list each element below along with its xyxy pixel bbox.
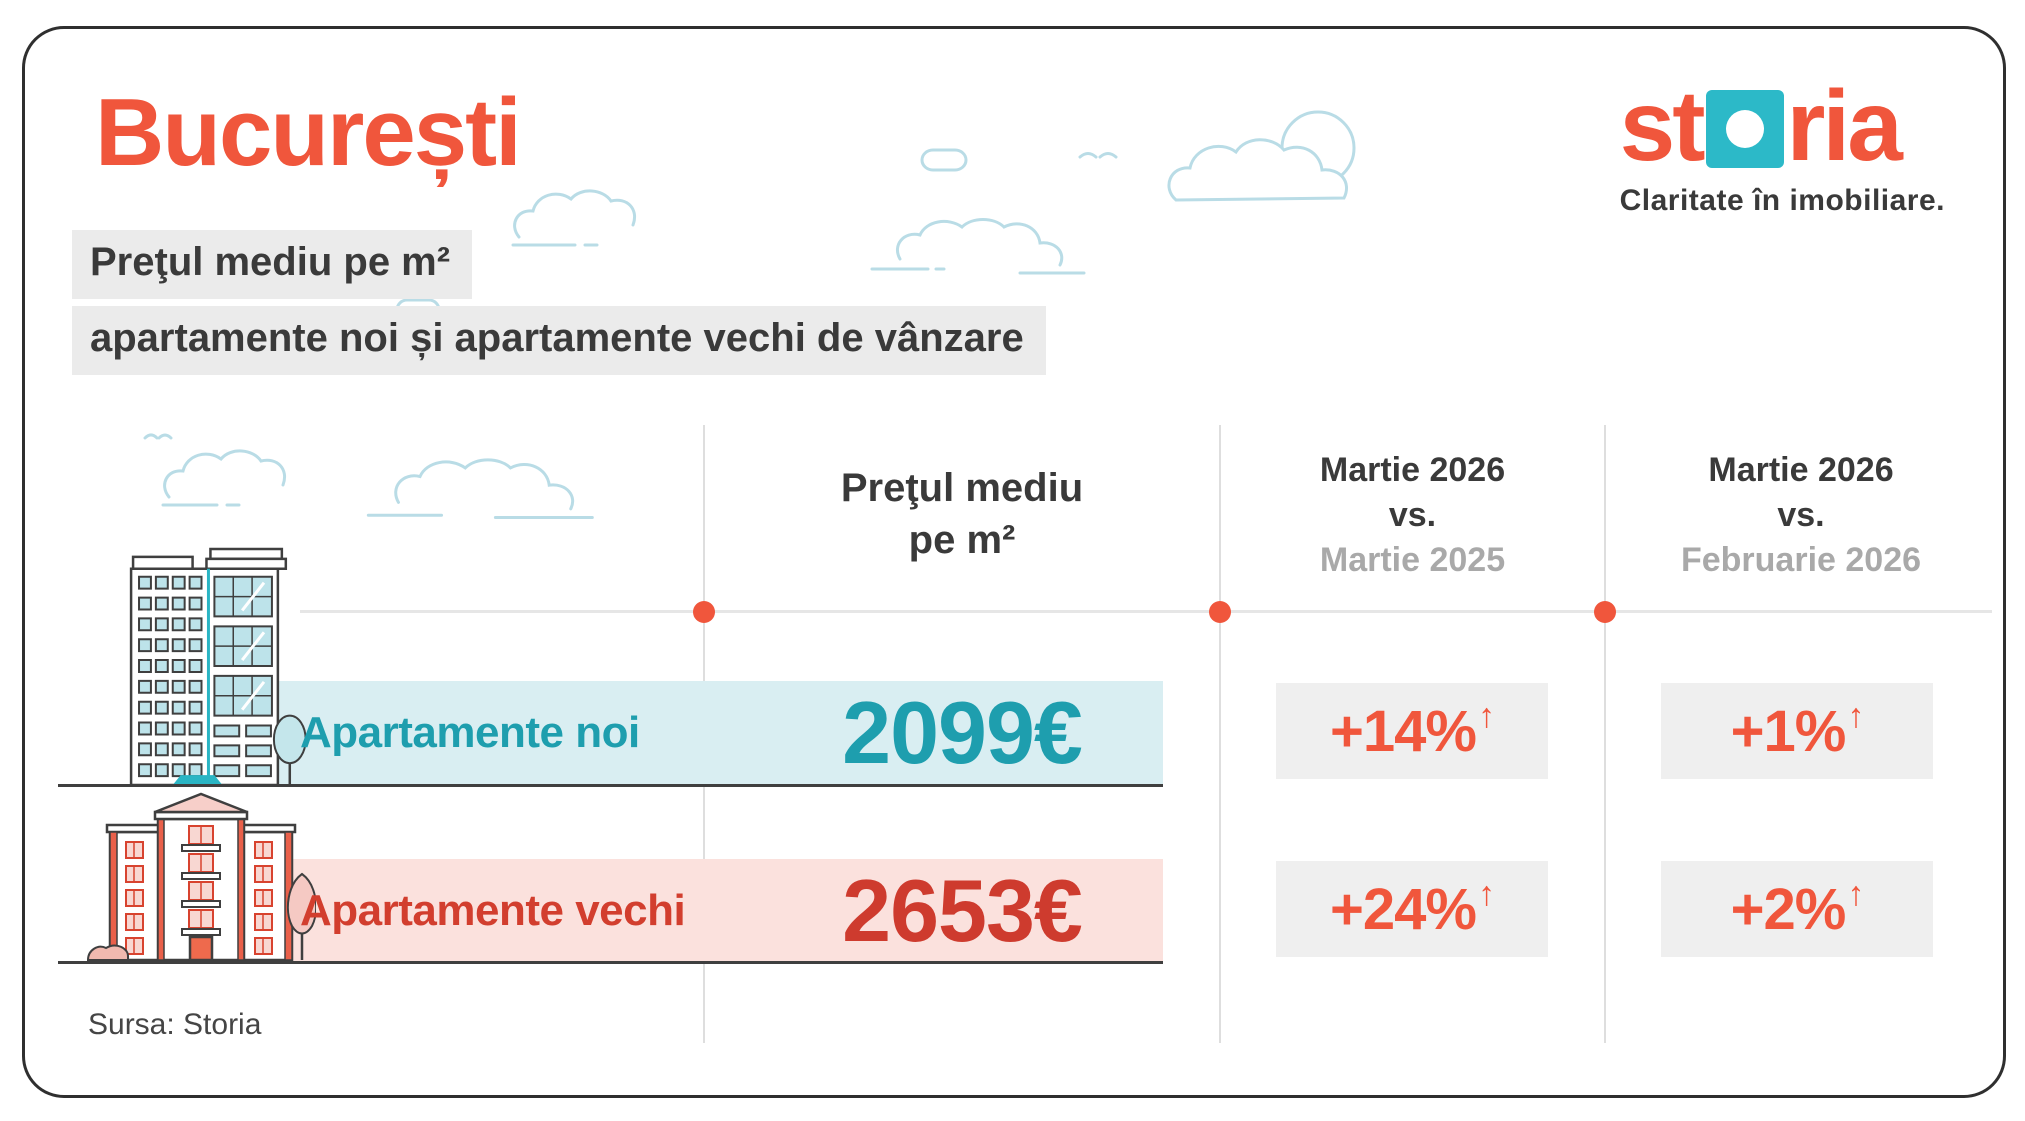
column-divider-3 [1604, 425, 1606, 1043]
subtitle-line-1: Preţul mediu pe m² [72, 230, 473, 299]
card-border [22, 26, 2006, 1098]
old-building-illustration [86, 792, 316, 964]
row-label-new: Apartamente noi [300, 708, 640, 757]
up-arrow-icon: ↑ [1477, 697, 1495, 735]
mom-change-old-value: +2% [1730, 876, 1847, 942]
price-new: 2099€ [842, 683, 1083, 782]
ground-line-new [58, 784, 1163, 787]
yoy-change-old: +24% ↑ [1276, 861, 1548, 957]
yoy-change-old-value: +24% [1330, 876, 1477, 942]
source-note: Sursa: Storia [88, 1008, 262, 1041]
column-divider-2 [1219, 425, 1221, 1043]
brand-tagline: Claritate în imobiliare. [1619, 184, 1945, 217]
bird-icon [143, 430, 173, 442]
logo-square-icon [1705, 90, 1784, 168]
row-label-old: Apartamente vechi [300, 886, 686, 935]
mom-change-new: +1% ↑ [1661, 683, 1933, 779]
rule-dot-icon [1209, 601, 1231, 623]
mom-change-old: +2% ↑ [1661, 861, 1933, 957]
cloud-icon [870, 215, 1100, 280]
column-header-price: Preţul mediu pe m² [840, 466, 1084, 562]
column-header-yoy: Martie 2026 vs. Martie 2025 [1319, 451, 1506, 579]
storia-logo: st ria Claritate în imobiliare. [1620, 76, 1945, 218]
up-arrow-icon: ↑ [1847, 875, 1864, 913]
mom-change-new-value: +1% [1730, 698, 1847, 764]
ground-line-old [58, 961, 1163, 964]
sun-cloud-icon [1150, 100, 1380, 220]
logo-dot-icon [1725, 110, 1764, 148]
cloud-icon [150, 445, 310, 515]
cloud-icon [920, 148, 970, 174]
logo-text-ria: ria [1786, 70, 1903, 182]
subtitle-line-2: apartamente noi și apartamente vechi de … [72, 306, 1046, 375]
price-old: 2653€ [842, 861, 1083, 960]
header-rule [300, 610, 1992, 613]
new-building-illustration [95, 545, 310, 788]
rule-dot-icon [1594, 601, 1616, 623]
row-band-old [253, 859, 1163, 963]
yoy-change-new-value: +14% [1330, 698, 1477, 764]
up-arrow-icon: ↑ [1847, 697, 1864, 735]
cloud-icon [505, 185, 655, 255]
cloud-icon [365, 455, 615, 525]
row-band-new [253, 681, 1163, 785]
column-header-mom: Martie 2026 vs. Februarie 2026 [1680, 451, 1922, 579]
page-title: București [95, 79, 522, 186]
logo-text-st: st [1619, 70, 1706, 182]
bird-icon [1078, 148, 1118, 162]
rule-dot-icon [693, 601, 715, 623]
up-arrow-icon: ↑ [1477, 875, 1495, 913]
yoy-change-new: +14% ↑ [1276, 683, 1548, 779]
